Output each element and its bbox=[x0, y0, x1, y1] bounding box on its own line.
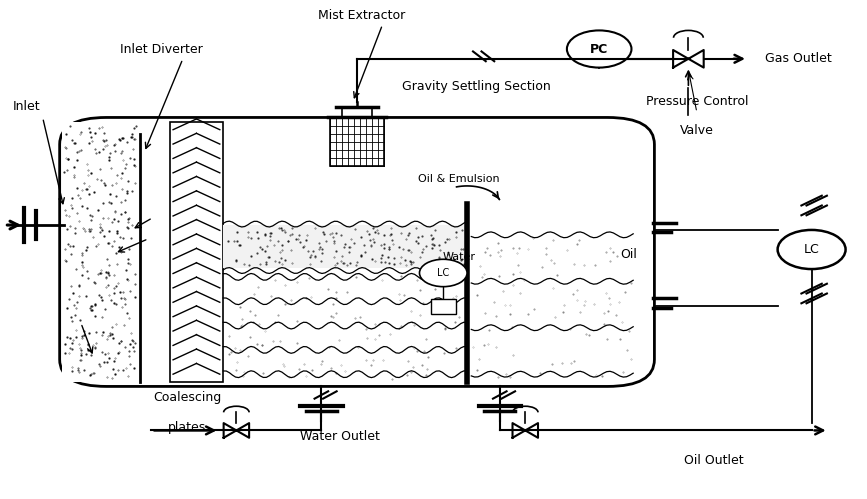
Circle shape bbox=[778, 230, 845, 269]
Circle shape bbox=[567, 30, 631, 67]
Text: Water: Water bbox=[442, 252, 475, 262]
Text: Gravity Settling Section: Gravity Settling Section bbox=[401, 80, 551, 93]
Bar bbox=[62, 122, 137, 382]
Bar bbox=[342, 107, 372, 117]
Text: Inlet: Inlet bbox=[13, 100, 41, 113]
Circle shape bbox=[420, 259, 467, 286]
Text: Mist Extractor: Mist Extractor bbox=[317, 9, 405, 22]
Text: Gas Outlet: Gas Outlet bbox=[765, 52, 831, 65]
Text: Pressure Control: Pressure Control bbox=[646, 95, 748, 108]
Text: Oil Outlet: Oil Outlet bbox=[684, 454, 744, 467]
Text: PC: PC bbox=[590, 42, 609, 55]
FancyBboxPatch shape bbox=[60, 117, 655, 386]
Text: Oil & Emulsion: Oil & Emulsion bbox=[418, 174, 499, 184]
Bar bbox=[330, 117, 384, 166]
Bar bbox=[431, 299, 456, 313]
Text: Valve: Valve bbox=[680, 124, 714, 137]
Text: Water Outlet: Water Outlet bbox=[300, 430, 380, 443]
Text: LC: LC bbox=[804, 243, 819, 256]
Bar bbox=[223, 225, 467, 268]
Text: Oil: Oil bbox=[621, 248, 637, 261]
Text: LC: LC bbox=[437, 268, 449, 278]
Text: Coalescing: Coalescing bbox=[153, 391, 221, 404]
Text: Inlet Diverter: Inlet Diverter bbox=[121, 43, 203, 56]
Bar bbox=[170, 122, 223, 382]
Text: plates: plates bbox=[168, 421, 206, 434]
